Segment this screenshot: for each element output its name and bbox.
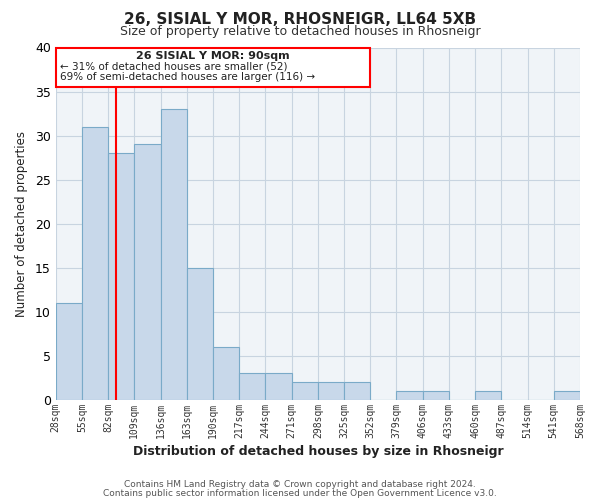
Text: Contains public sector information licensed under the Open Government Licence v3: Contains public sector information licen… bbox=[103, 490, 497, 498]
Bar bbox=[108, 153, 134, 400]
FancyBboxPatch shape bbox=[56, 48, 370, 87]
Text: 26 SISIAL Y MOR: 90sqm: 26 SISIAL Y MOR: 90sqm bbox=[136, 51, 290, 61]
Text: ← 31% of detached houses are smaller (52): ← 31% of detached houses are smaller (52… bbox=[59, 61, 287, 71]
Bar bbox=[318, 382, 344, 400]
Bar bbox=[187, 268, 213, 400]
Bar bbox=[292, 382, 318, 400]
Bar bbox=[344, 382, 370, 400]
Text: 26, SISIAL Y MOR, RHOSNEIGR, LL64 5XB: 26, SISIAL Y MOR, RHOSNEIGR, LL64 5XB bbox=[124, 12, 476, 28]
Bar bbox=[82, 126, 108, 400]
Bar bbox=[161, 109, 187, 400]
Text: Contains HM Land Registry data © Crown copyright and database right 2024.: Contains HM Land Registry data © Crown c… bbox=[124, 480, 476, 489]
Text: 69% of semi-detached houses are larger (116) →: 69% of semi-detached houses are larger (… bbox=[59, 72, 314, 82]
Bar bbox=[56, 302, 82, 400]
Bar bbox=[134, 144, 161, 400]
Bar bbox=[423, 390, 449, 400]
Bar bbox=[265, 373, 292, 400]
Bar bbox=[554, 390, 580, 400]
Bar bbox=[239, 373, 265, 400]
Bar bbox=[475, 390, 502, 400]
X-axis label: Distribution of detached houses by size in Rhosneigr: Distribution of detached houses by size … bbox=[133, 444, 503, 458]
Y-axis label: Number of detached properties: Number of detached properties bbox=[15, 130, 28, 316]
Bar bbox=[397, 390, 423, 400]
Bar bbox=[213, 346, 239, 400]
Text: Size of property relative to detached houses in Rhosneigr: Size of property relative to detached ho… bbox=[119, 25, 481, 38]
